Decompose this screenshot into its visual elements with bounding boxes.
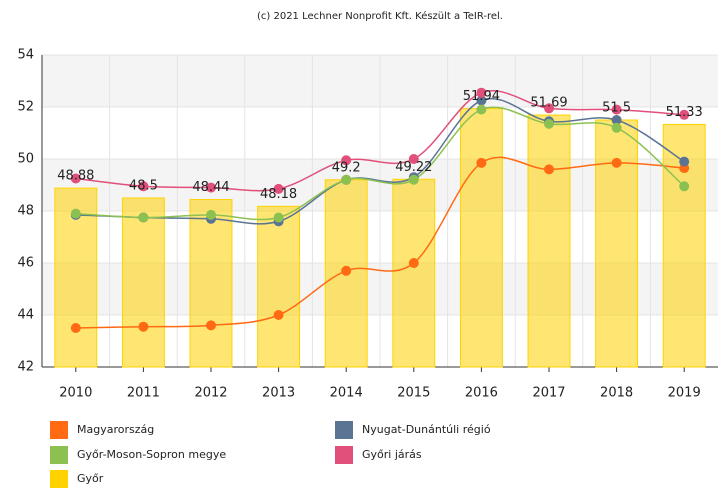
point: [544, 103, 554, 114]
y-tick-label: 50: [17, 152, 34, 167]
series-line: [75, 156, 685, 329]
point: [341, 265, 352, 276]
x-tick-label: 2012: [194, 386, 227, 401]
bar: [121, 197, 165, 368]
point: [611, 157, 622, 168]
point: [544, 164, 554, 175]
data-label: 48.5: [129, 179, 158, 194]
legend-label: Győr-Moson-Sopron megye: [77, 448, 226, 461]
legend-swatch: [50, 421, 68, 439]
point: [611, 104, 622, 115]
bar: [257, 205, 301, 368]
chart-subtitle: (c) 2021 Lechner Nonprofit Kft. Készült …: [257, 10, 503, 22]
bar: [392, 178, 436, 368]
x-tick-label: 2019: [668, 386, 701, 401]
x-tick-label: 2017: [532, 386, 565, 401]
series-line: [75, 90, 685, 192]
x-tick-label: 2018: [600, 386, 633, 401]
point: [679, 109, 690, 120]
data-label: 51.5: [602, 101, 631, 116]
data-label: 48.88: [57, 169, 94, 184]
y-tick-label: 48: [17, 204, 34, 219]
bar: [189, 199, 233, 368]
data-label: 51.69: [530, 96, 567, 111]
point: [138, 321, 149, 332]
point: [273, 310, 284, 320]
data-label: 49.22: [395, 160, 432, 175]
series-line: [75, 97, 685, 225]
legend-swatch: [50, 470, 68, 488]
legend-swatch: [335, 421, 353, 439]
legend-label: Győri járás: [362, 448, 422, 461]
data-label: 48.44: [192, 180, 229, 195]
point: [544, 118, 554, 129]
point: [138, 181, 149, 192]
point: [408, 154, 419, 164]
data-label: 49.2: [332, 160, 361, 175]
point: [611, 115, 622, 125]
point: [206, 182, 216, 193]
x-tick-label: 2013: [262, 386, 295, 401]
y-tick-label: 52: [17, 100, 34, 115]
point: [70, 323, 81, 333]
point: [70, 173, 81, 184]
point: [206, 209, 216, 220]
point: [679, 156, 690, 167]
y-tick-label: 46: [17, 256, 34, 271]
legend-swatch: [50, 446, 68, 464]
point: [408, 258, 419, 268]
point: [611, 122, 622, 133]
legend-label: Nyugat-Dunántúli régió: [362, 423, 491, 436]
point: [273, 183, 284, 194]
data-label: 51.94: [463, 89, 500, 104]
series-line: [75, 106, 685, 221]
x-tick-label: 2010: [59, 386, 92, 401]
point: [341, 174, 352, 185]
data-label: 48.18: [260, 187, 297, 202]
point: [476, 95, 487, 106]
x-tick-label: 2011: [127, 386, 160, 401]
x-tick-label: 2016: [465, 386, 498, 401]
point: [138, 212, 149, 223]
point: [476, 157, 487, 168]
y-tick-label: 42: [17, 360, 34, 375]
point: [476, 87, 487, 98]
x-tick-label: 2015: [397, 386, 430, 401]
x-tick-label: 2014: [330, 386, 363, 401]
legend-label: Győr: [77, 472, 104, 485]
y-tick-label: 54: [17, 48, 34, 63]
point: [341, 155, 352, 166]
point: [679, 181, 690, 192]
point: [273, 212, 284, 223]
bar: [595, 119, 639, 368]
bar: [527, 114, 571, 368]
bar: [459, 108, 503, 368]
legend-swatch: [335, 446, 353, 464]
legend-label: Magyarország: [77, 423, 154, 436]
point: [70, 208, 81, 219]
point: [206, 320, 216, 331]
point: [408, 174, 419, 185]
point: [476, 104, 487, 115]
y-tick-label: 44: [17, 308, 34, 323]
data-label: 51.33: [666, 105, 703, 120]
